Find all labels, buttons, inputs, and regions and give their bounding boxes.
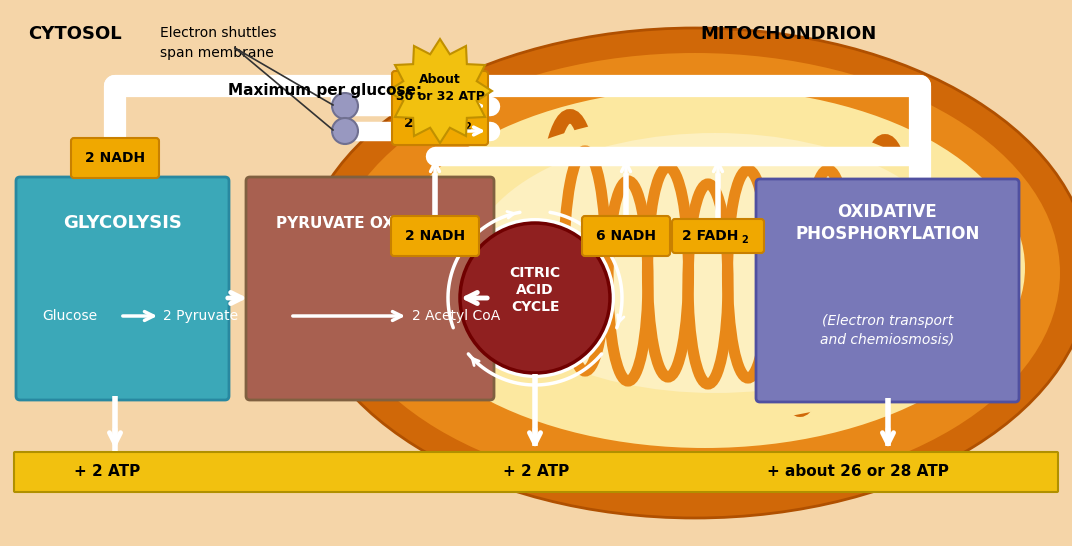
Text: (Electron transport
and chemiosmosis): (Electron transport and chemiosmosis)	[820, 314, 954, 346]
FancyBboxPatch shape	[14, 452, 1058, 492]
Text: 2 NADH: 2 NADH	[410, 83, 470, 97]
Text: or: or	[434, 99, 446, 112]
FancyBboxPatch shape	[392, 71, 488, 145]
Text: Glucose: Glucose	[42, 309, 98, 323]
Circle shape	[455, 218, 615, 378]
Text: 6 NADH: 6 NADH	[596, 229, 656, 243]
Text: PYRUVATE OXIDATION: PYRUVATE OXIDATION	[276, 216, 464, 230]
FancyBboxPatch shape	[391, 216, 479, 256]
Text: MITOCHONDRION: MITOCHONDRION	[700, 25, 876, 43]
Text: Electron shuttles
span membrane: Electron shuttles span membrane	[160, 26, 277, 60]
Text: 2 FADH: 2 FADH	[404, 116, 460, 130]
Text: CYTOSOL: CYTOSOL	[28, 25, 121, 43]
FancyBboxPatch shape	[16, 177, 229, 400]
Text: 2 NADH: 2 NADH	[405, 229, 465, 243]
Ellipse shape	[470, 133, 961, 393]
FancyBboxPatch shape	[582, 216, 670, 256]
Text: 2 NADH: 2 NADH	[85, 151, 145, 165]
Ellipse shape	[300, 28, 1072, 518]
Text: 2 Pyruvate: 2 Pyruvate	[163, 309, 238, 323]
FancyBboxPatch shape	[672, 219, 764, 253]
Polygon shape	[388, 39, 492, 143]
Text: + 2 ATP: + 2 ATP	[503, 465, 569, 479]
Text: 2 FADH: 2 FADH	[682, 229, 739, 243]
Circle shape	[332, 93, 358, 119]
Ellipse shape	[420, 113, 991, 423]
Ellipse shape	[385, 88, 1025, 448]
Text: 2 Acetyl CoA: 2 Acetyl CoA	[412, 309, 501, 323]
Text: 2: 2	[742, 235, 748, 245]
Circle shape	[332, 118, 358, 144]
Circle shape	[460, 223, 610, 373]
Text: GLYCOLYSIS: GLYCOLYSIS	[63, 214, 182, 232]
Ellipse shape	[330, 53, 1060, 493]
Text: About
30 or 32 ATP: About 30 or 32 ATP	[396, 73, 485, 103]
Text: CITRIC
ACID
CYCLE: CITRIC ACID CYCLE	[509, 266, 561, 314]
FancyBboxPatch shape	[756, 179, 1019, 402]
Text: + about 26 or 28 ATP: + about 26 or 28 ATP	[768, 465, 949, 479]
Text: + 2 ATP: + 2 ATP	[74, 465, 140, 479]
Text: 2: 2	[464, 122, 472, 132]
Text: OXIDATIVE
PHOSPHORYLATION: OXIDATIVE PHOSPHORYLATION	[795, 203, 980, 243]
FancyBboxPatch shape	[71, 138, 159, 178]
Text: Maximum per glucose:: Maximum per glucose:	[228, 84, 422, 98]
FancyBboxPatch shape	[245, 177, 494, 400]
